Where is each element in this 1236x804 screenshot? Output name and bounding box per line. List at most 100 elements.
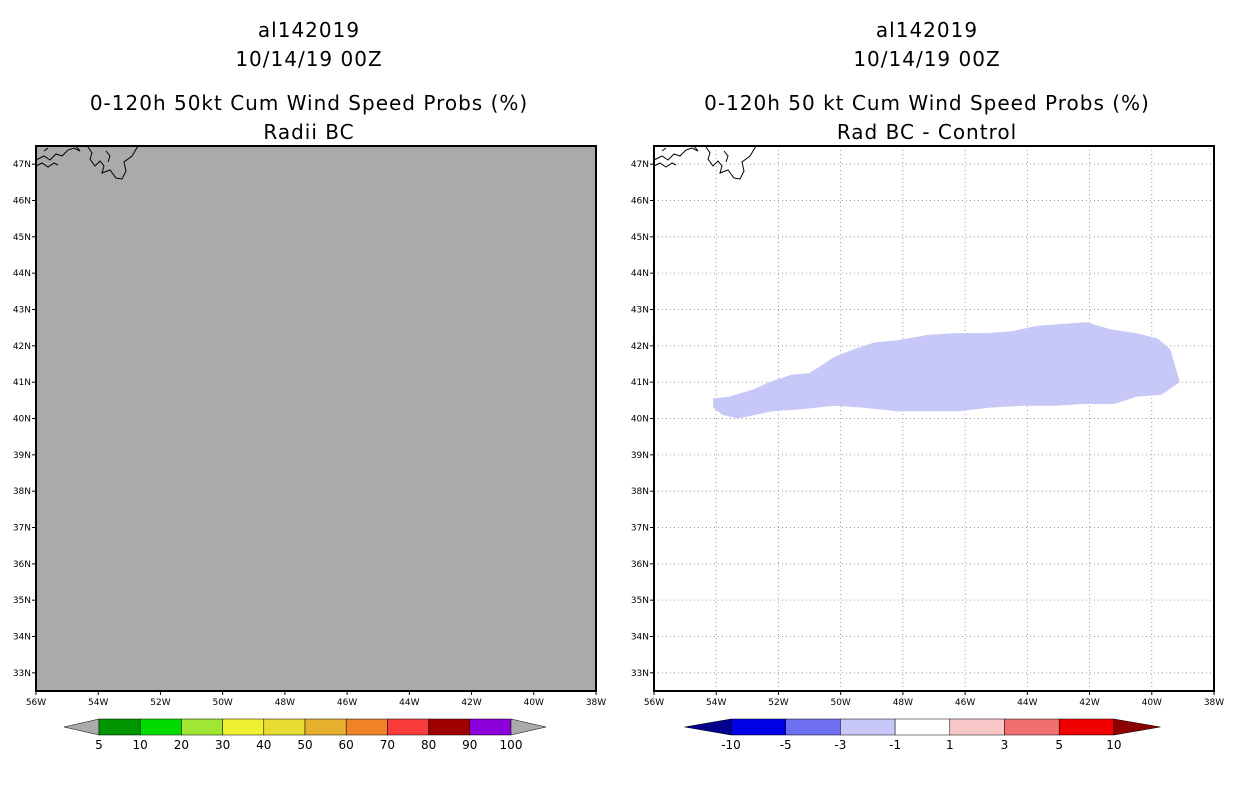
left-header-storm-id: al142019 bbox=[258, 18, 360, 42]
y-tick-label: 36N bbox=[631, 560, 649, 570]
colorbar-label: -3 bbox=[834, 738, 846, 752]
y-tick-label: 35N bbox=[631, 596, 649, 606]
left-map-background bbox=[36, 146, 596, 691]
colorbar-swatch bbox=[345, 718, 388, 736]
colorbar-label: 20 bbox=[174, 738, 189, 752]
colorbar-swatch bbox=[263, 718, 306, 736]
y-tick-label: 34N bbox=[13, 633, 31, 643]
x-tick-label: 38W bbox=[586, 698, 606, 708]
x-tick-label: 52W bbox=[150, 698, 170, 708]
x-tick-label: 44W bbox=[399, 698, 419, 708]
y-tick-label: 43N bbox=[13, 306, 31, 316]
right-map-panel: 56W 54W 52W 50W 48W 46W 44W 42W 40W 38W 33N 34N 35N 3… bbox=[631, 145, 1224, 708]
y-tick-label: 38N bbox=[13, 487, 31, 497]
colorbar-swatch bbox=[1004, 718, 1060, 736]
y-tick-label: 47N bbox=[13, 160, 31, 170]
y-tick-label: 46N bbox=[631, 197, 649, 207]
colorbar-label: -10 bbox=[721, 738, 741, 752]
colorbar-swatch bbox=[139, 718, 182, 736]
y-tick-label: 42N bbox=[631, 342, 649, 352]
colorbar-swatch bbox=[730, 718, 786, 736]
y-tick-label: 42N bbox=[13, 342, 31, 352]
colorbar-label: -5 bbox=[780, 738, 792, 752]
y-tick-label: 39N bbox=[631, 451, 649, 461]
y-tick-label: 41N bbox=[631, 378, 649, 388]
y-tick-label: 41N bbox=[13, 378, 31, 388]
x-tick-label: 50W bbox=[830, 698, 850, 708]
left-map-panel: 56W 54W 52W 50W 48W 46W 44W 42W 40W 38W 33N 34N 35N 3… bbox=[13, 145, 606, 708]
y-tick-label: 33N bbox=[13, 669, 31, 679]
x-tick-label: 42W bbox=[461, 698, 481, 708]
colorbar-label: 3 bbox=[1001, 738, 1009, 752]
colorbar-swatch bbox=[949, 718, 1005, 736]
colorbar-swatch bbox=[469, 718, 512, 736]
colorbar-under-triangle bbox=[684, 718, 732, 736]
left-chart-title: 0-120h 50kt Cum Wind Speed Probs (%) bbox=[90, 91, 528, 115]
y-tick-label: 33N bbox=[631, 669, 649, 679]
x-tick-label: 56W bbox=[644, 698, 664, 708]
x-tick-label: 46W bbox=[337, 698, 357, 708]
colorbar-label: -1 bbox=[889, 738, 901, 752]
left-chart-subtitle: Radii BC bbox=[263, 120, 354, 144]
y-tick-label: 44N bbox=[631, 269, 649, 279]
colorbar-swatch bbox=[894, 718, 951, 736]
x-tick-label: 46W bbox=[955, 698, 975, 708]
colorbar-label: 70 bbox=[380, 738, 395, 752]
y-tick-label: 40N bbox=[13, 415, 31, 425]
y-tick-label: 37N bbox=[631, 524, 649, 534]
y-tick-label: 45N bbox=[13, 233, 31, 243]
colorbar-label: 5 bbox=[1055, 738, 1063, 752]
colorbar-swatch bbox=[304, 718, 347, 736]
right-colorbar: -10 -5 -3 -1 1 3 5 10 bbox=[684, 718, 1161, 752]
colorbar-swatch bbox=[428, 718, 471, 736]
colorbar-swatch bbox=[785, 718, 841, 736]
colorbar-under-triangle bbox=[63, 718, 100, 736]
right-coastline bbox=[653, 145, 757, 180]
y-tick-label: 47N bbox=[631, 160, 649, 170]
colorbar-over-triangle bbox=[510, 718, 547, 736]
right-chart-subtitle: Rad BC - Control bbox=[837, 120, 1017, 144]
x-tick-label: 56W bbox=[26, 698, 46, 708]
colorbar-label: 60 bbox=[339, 738, 354, 752]
x-tick-label: 38W bbox=[1204, 698, 1224, 708]
x-tick-label: 44W bbox=[1017, 698, 1037, 708]
colorbar-swatch bbox=[840, 718, 896, 736]
colorbar-label: 5 bbox=[95, 738, 103, 752]
difference-region bbox=[713, 322, 1180, 419]
colorbar-label: 80 bbox=[421, 738, 436, 752]
y-tick-label: 34N bbox=[631, 633, 649, 643]
colorbar-swatch bbox=[222, 718, 265, 736]
colorbar-swatch bbox=[1058, 718, 1115, 736]
colorbar-label: 30 bbox=[215, 738, 230, 752]
x-tick-label: 48W bbox=[275, 698, 295, 708]
colorbar-label: 50 bbox=[297, 738, 312, 752]
y-tick-label: 38N bbox=[631, 487, 649, 497]
colorbar-label: 90 bbox=[462, 738, 477, 752]
x-tick-label: 40W bbox=[1142, 698, 1162, 708]
colorbar-swatch bbox=[98, 718, 141, 736]
x-tick-label: 52W bbox=[768, 698, 788, 708]
colorbar-label: 10 bbox=[1106, 738, 1121, 752]
left-coastline bbox=[35, 145, 139, 180]
colorbar-swatch bbox=[387, 718, 429, 736]
right-chart-title: 0-120h 50 kt Cum Wind Speed Probs (%) bbox=[704, 91, 1150, 115]
y-tick-label: 43N bbox=[631, 306, 649, 316]
y-tick-label: 40N bbox=[631, 415, 649, 425]
colorbar-label: 1 bbox=[946, 738, 954, 752]
x-tick-label: 54W bbox=[88, 698, 108, 708]
y-tick-label: 36N bbox=[13, 560, 31, 570]
colorbar-label: 40 bbox=[256, 738, 271, 752]
colorbar-over-triangle bbox=[1113, 718, 1161, 736]
x-tick-label: 54W bbox=[706, 698, 726, 708]
left-header-datetime: 10/14/19 00Z bbox=[235, 47, 382, 71]
y-tick-label: 45N bbox=[631, 233, 649, 243]
y-tick-label: 39N bbox=[13, 451, 31, 461]
x-tick-label: 48W bbox=[893, 698, 913, 708]
y-tick-label: 46N bbox=[13, 197, 31, 207]
colorbar-label: 10 bbox=[133, 738, 148, 752]
colorbar-label: 100 bbox=[500, 738, 523, 752]
x-tick-label: 50W bbox=[212, 698, 232, 708]
colorbar-swatch bbox=[181, 718, 223, 736]
x-tick-label: 40W bbox=[524, 698, 544, 708]
